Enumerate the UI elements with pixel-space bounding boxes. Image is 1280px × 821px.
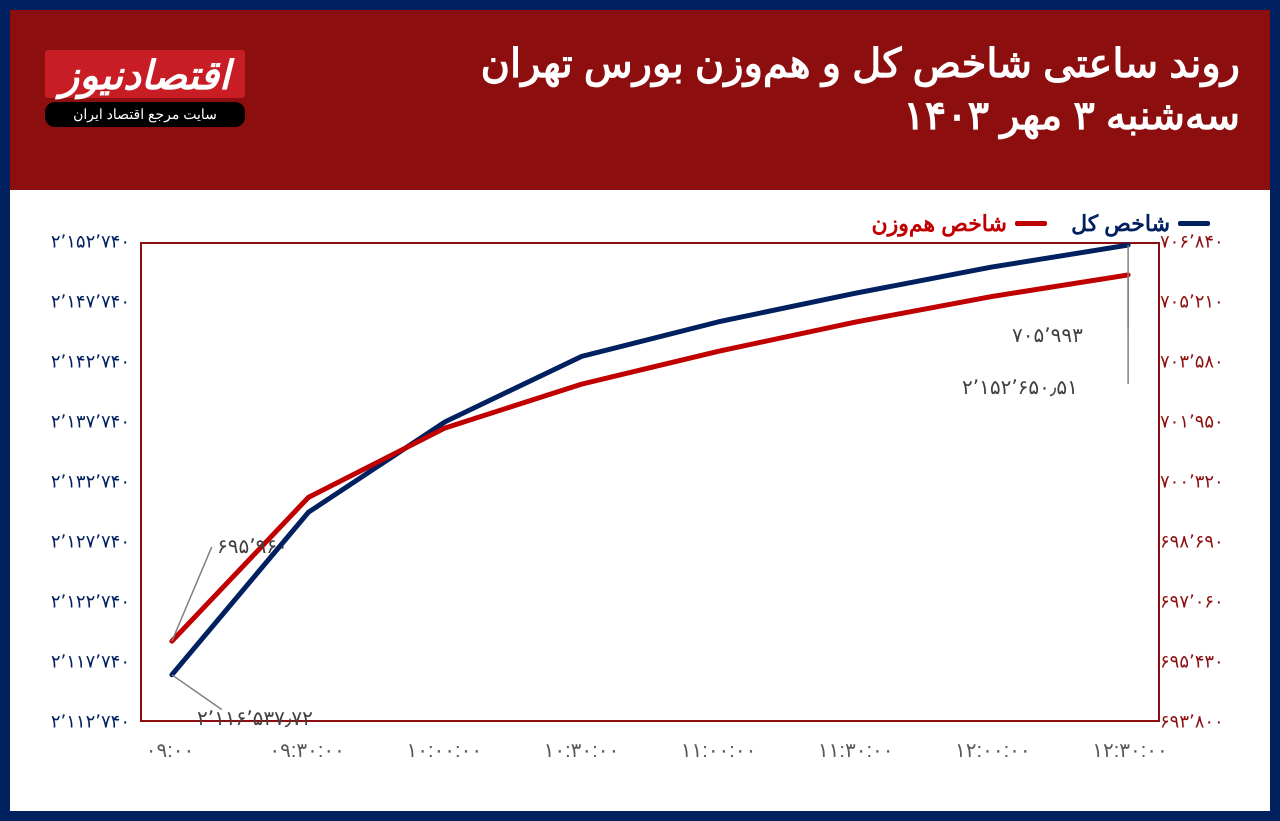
y-right-tick: ۶۹۳٬۸۰۰ <box>1160 712 1224 733</box>
y-axis-left-labels: ۲٬۱۱۲٬۷۴۰۲٬۱۱۷٬۷۴۰۲٬۱۲۲٬۷۴۰۲٬۱۲۷٬۷۴۰۲٬۱۳… <box>20 242 130 722</box>
x-tick: ۱۰:۰۰:۰۰ <box>406 738 482 763</box>
legend-item-equal: شاخص هم‌وزن <box>871 211 1046 237</box>
chart-lines-svg <box>142 244 1158 720</box>
y-left-tick: ۲٬۱۵۲٬۷۴۰ <box>51 232 130 253</box>
x-tick: ۰۹:۰۰ <box>146 738 195 763</box>
legend-dash-total-icon <box>1178 221 1210 226</box>
title-line-2: سه‌شنبه ۳ مهر ۱۴۰۳ <box>481 90 1240 142</box>
x-tick: ۱۲:۳۰:۰۰ <box>1092 738 1168 763</box>
data-label-end-total: ۲٬۱۵۲٬۶۵۰٫۵۱ <box>962 375 1078 400</box>
legend-dash-equal-icon <box>1015 221 1047 226</box>
y-right-tick: ۷۰۳٬۵۸۰ <box>1160 352 1224 373</box>
y-right-tick: ۶۹۷٬۰۶۰ <box>1160 592 1224 613</box>
data-label-start-total: ۲٬۱۱۶٬۵۳۷٫۷۲ <box>197 706 313 731</box>
y-right-tick: ۷۰۵٬۲۱۰ <box>1160 292 1224 313</box>
brand-logo-sub: سایت مرجع اقتصاد ایران <box>45 102 245 127</box>
y-right-tick: ۶۹۵٬۴۳۰ <box>1160 652 1224 673</box>
y-right-tick: ۷۰۰٬۳۲۰ <box>1160 472 1224 493</box>
x-tick: ۱۱:۳۰:۰۰ <box>818 738 894 763</box>
y-right-tick: ۶۹۸٬۶۹۰ <box>1160 532 1224 553</box>
x-axis-labels: ۰۹:۰۰ ۰۹:۳۰:۰۰ ۱۰:۰۰:۰۰ ۱۰:۳۰:۰۰ ۱۱:۰۰:۰۰ ۱۱:… <box>140 738 1160 778</box>
legend-label-total: شاخص کل <box>1071 211 1170 237</box>
y-left-tick: ۲٬۱۴۲٬۷۴۰ <box>51 352 130 373</box>
chart-plot-area: ۶۹۵٬۹۶۰ ۲٬۱۱۶٬۵۳۷٫۷۲ ۷۰۵٬۹۹۳ ۲٬۱۵۲٬۶۵۰٫۵… <box>140 242 1160 722</box>
brand-logo-main: اقتصادنیوز <box>45 50 245 98</box>
chart-legend: شاخص کل شاخص هم‌وزن <box>853 206 1210 237</box>
data-label-end-equal: ۷۰۵٬۹۹۳ <box>1012 323 1083 348</box>
x-tick: ۱۰:۳۰:۰۰ <box>544 738 620 763</box>
legend-label-equal: شاخص هم‌وزن <box>871 211 1006 237</box>
y-right-tick: ۷۰۱٬۹۵۰ <box>1160 412 1224 433</box>
y-right-tick: ۷۰۶٬۸۴۰ <box>1160 232 1224 253</box>
y-left-tick: ۲٬۱۳۲٬۷۴۰ <box>51 472 130 493</box>
y-left-tick: ۲٬۱۱۷٬۷۴۰ <box>51 652 130 673</box>
y-left-tick: ۲٬۱۴۷٬۷۴۰ <box>51 292 130 313</box>
x-tick: ۱۱:۰۰:۰۰ <box>681 738 757 763</box>
y-left-tick: ۲٬۱۳۷٬۷۴۰ <box>51 412 130 433</box>
x-tick: ۰۹:۳۰:۰۰ <box>269 738 345 763</box>
data-label-start-equal: ۶۹۵٬۹۶۰ <box>217 534 288 559</box>
chart-title-block: روند ساعتی شاخص کل و هم‌وزن بورس تهران س… <box>481 38 1240 142</box>
y-axis-right-labels: ۶۹۳٬۸۰۰۶۹۵٬۴۳۰۶۹۷٬۰۶۰۶۹۸٬۶۹۰۷۰۰٬۳۲۰۷۰۱٬۹… <box>1160 242 1260 722</box>
title-line-1: روند ساعتی شاخص کل و هم‌وزن بورس تهران <box>481 38 1240 90</box>
brand-logo: اقتصادنیوز سایت مرجع اقتصاد ایران <box>45 50 245 127</box>
y-left-tick: ۲٬۱۱۲٬۷۴۰ <box>51 712 130 733</box>
y-left-tick: ۲٬۱۲۷٬۷۴۰ <box>51 532 130 553</box>
x-tick: ۱۲:۰۰:۰۰ <box>955 738 1031 763</box>
y-left-tick: ۲٬۱۲۲٬۷۴۰ <box>51 592 130 613</box>
